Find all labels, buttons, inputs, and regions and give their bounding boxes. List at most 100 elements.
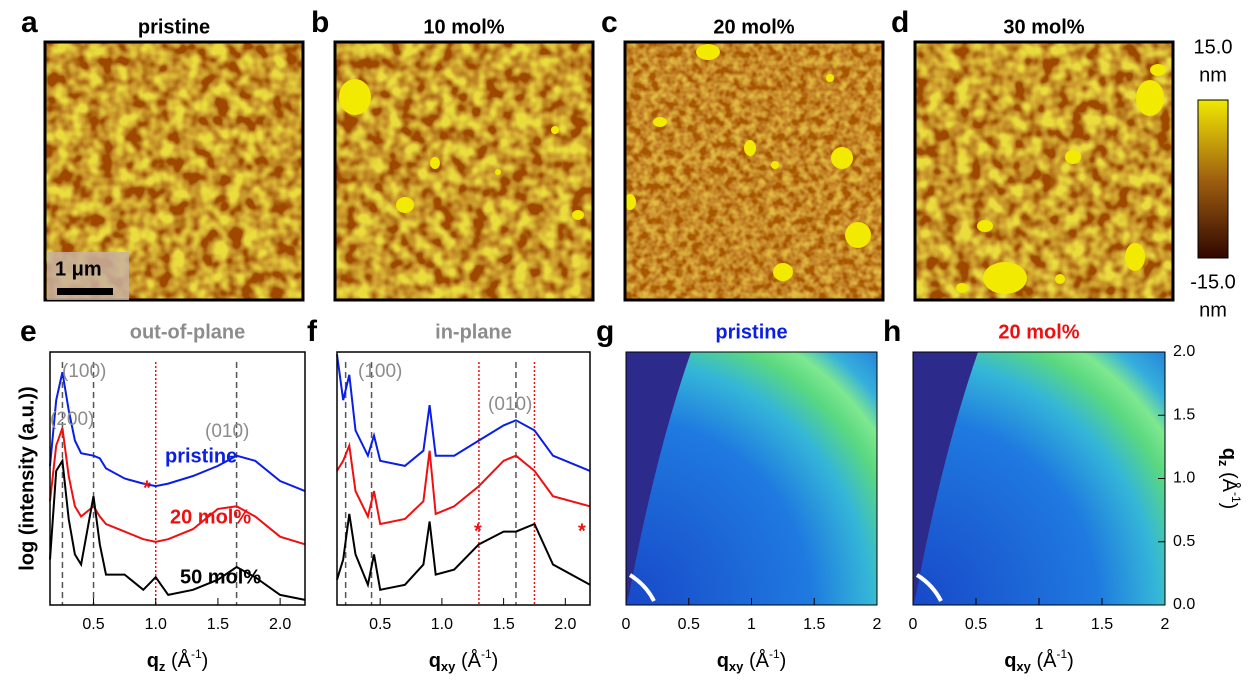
plot-frame — [336, 351, 591, 606]
missing-wedge — [913, 352, 978, 605]
panel-letter: h — [883, 315, 901, 348]
x-axis-label: qxy (Å-1) — [1004, 647, 1074, 674]
label-part: ) — [1067, 650, 1074, 672]
x-tick-label: 1.0 — [431, 616, 453, 633]
label-part: ) — [202, 650, 209, 672]
aggregate — [551, 126, 559, 134]
label-part: ) — [1218, 503, 1240, 510]
aggregate — [826, 74, 834, 82]
x-axis-label: qz (Å-1) — [147, 647, 209, 674]
y2-tick-label: 0.0 — [1173, 596, 1195, 613]
x-tick-label: 2 — [873, 616, 882, 633]
label-part: (Å — [743, 649, 769, 672]
afm-frame — [333, 40, 595, 302]
colorbar-max: 15.0 — [1194, 36, 1233, 58]
label-part: z — [1216, 460, 1231, 467]
curve-label: 50 mol% — [180, 566, 261, 588]
x-tick-label: 0.5 — [965, 616, 987, 633]
annotation: * — [578, 520, 586, 542]
y2-axis-label: qz (Å-1) — [1216, 448, 1243, 510]
y2-tick-label: 1.0 — [1173, 470, 1195, 487]
label-part: q — [429, 650, 441, 672]
intensity-curve — [336, 513, 591, 591]
label-part: -1 — [481, 647, 492, 661]
colorbar-min: -15.0 — [1190, 271, 1236, 293]
label-part: xy — [441, 659, 456, 674]
aggregate — [653, 117, 667, 127]
aggregate — [1065, 150, 1081, 164]
x-tick-label: 2.0 — [269, 616, 291, 633]
x-tick-label: 1 — [747, 616, 756, 633]
panel-letter: a — [21, 6, 38, 39]
aggregate — [495, 169, 501, 175]
annotation: (100) — [358, 361, 402, 382]
panel-title: 30 mol% — [1003, 16, 1084, 38]
x-tick-label: 0 — [622, 616, 631, 633]
label-part: (Å — [165, 649, 191, 672]
aggregate — [1125, 243, 1145, 271]
label-part: -1 — [769, 647, 780, 661]
curve-label: pristine — [165, 445, 237, 467]
panel-letter: g — [596, 315, 614, 348]
panel-title: 20 mol% — [713, 16, 794, 38]
annotation: (010) — [205, 421, 249, 442]
afm-frame — [43, 40, 305, 302]
afm-image — [625, 42, 883, 300]
aggregate — [977, 220, 993, 232]
y2-tick-label: 2.0 — [1173, 343, 1195, 360]
x-tick-label: 1.5 — [492, 616, 514, 633]
label-part: (Å — [455, 649, 481, 672]
colorbar-unit: nm — [1199, 299, 1227, 321]
label-part: -1 — [1056, 647, 1067, 661]
x-tick-label: 1.0 — [145, 616, 167, 633]
x-tick-label: 0.5 — [82, 616, 104, 633]
ring — [628, 573, 656, 602]
panel-title: 10 mol% — [423, 16, 504, 38]
label-part: q — [717, 650, 729, 672]
label-part: xy — [729, 659, 744, 674]
colorbar-unit: nm — [1199, 64, 1227, 86]
x-tick-label: 1.5 — [207, 616, 229, 633]
label-part: -1 — [1229, 492, 1243, 503]
aggregate — [771, 161, 779, 169]
x-tick-label: 2 — [1161, 616, 1170, 633]
aggregate — [983, 262, 1027, 294]
annotation: (100) — [62, 361, 106, 382]
x-tick-label: 1 — [1035, 616, 1044, 633]
x-tick-label: 0.5 — [369, 616, 391, 633]
aggregate — [1150, 64, 1166, 76]
panel-letter: b — [311, 6, 329, 39]
aggregate — [773, 263, 793, 281]
aggregate — [845, 222, 871, 248]
aggregate — [1055, 274, 1065, 284]
annotation: * — [474, 520, 482, 542]
label-part: xy — [1016, 659, 1031, 674]
label-part: (Å — [1218, 466, 1241, 492]
aggregate — [624, 194, 636, 210]
intensity-curve — [49, 427, 306, 546]
label-part: q — [147, 650, 159, 672]
x-axis-label: qxy (Å-1) — [429, 647, 499, 674]
x-axis-label: qxy (Å-1) — [717, 647, 787, 674]
panel-title: out-of-plane — [130, 321, 246, 343]
intensity-curve — [49, 457, 306, 601]
plot-frame — [49, 351, 306, 606]
afm-frame — [913, 40, 1175, 302]
afm-image — [335, 42, 593, 300]
intensity-curve — [336, 441, 591, 526]
aggregate — [396, 197, 414, 213]
panel-letter: e — [20, 315, 37, 348]
y-axis-label: log (intensity (a.u.)) — [16, 386, 38, 570]
panel-letter: d — [891, 6, 909, 39]
scale-bar-label: 1 μm — [55, 258, 102, 280]
aggregate — [744, 140, 756, 156]
aggregate — [339, 79, 371, 115]
afm-frame — [623, 40, 885, 302]
x-tick-label: 0 — [909, 616, 918, 633]
colorbar — [1197, 99, 1229, 259]
panel-title: in-plane — [435, 321, 512, 343]
aggregate — [430, 157, 440, 169]
panel-letter: f — [307, 315, 318, 348]
ring — [915, 573, 943, 602]
